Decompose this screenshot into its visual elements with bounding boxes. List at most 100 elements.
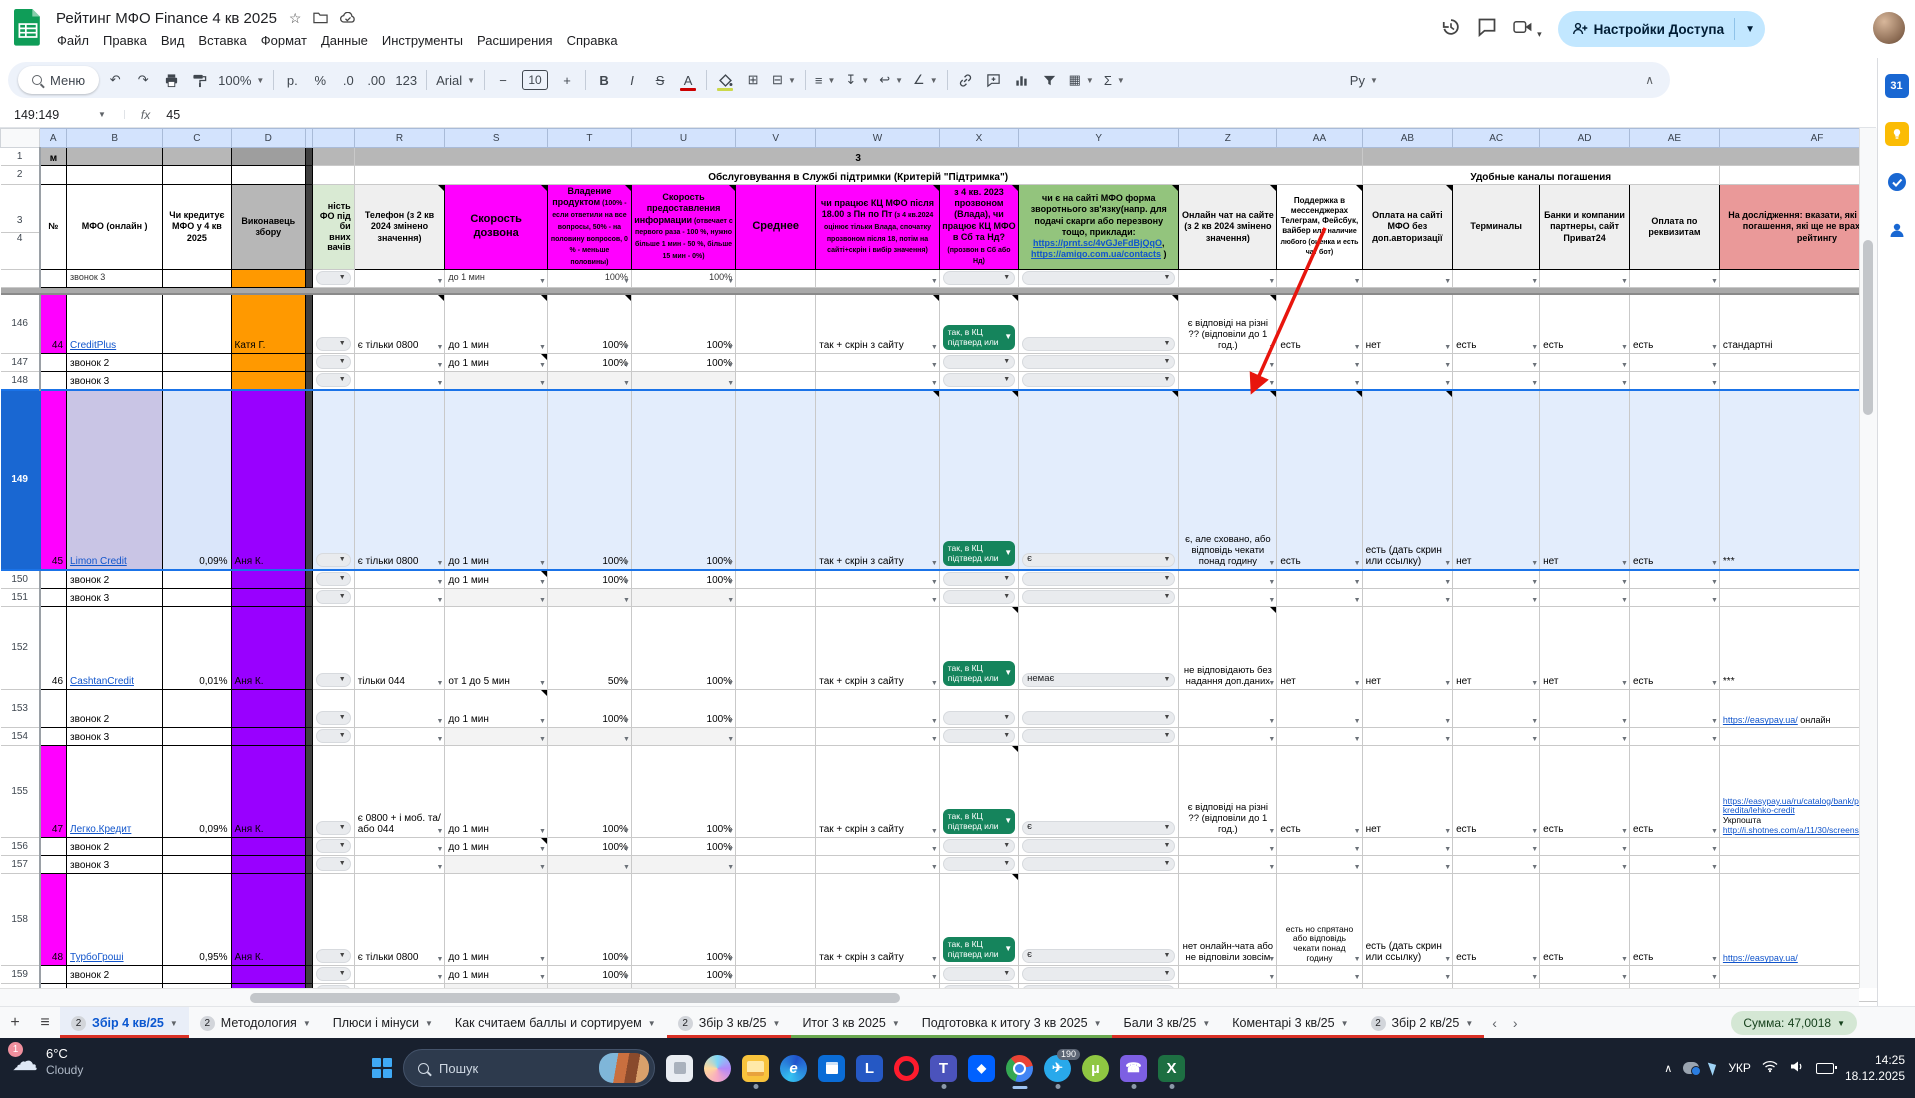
tab-caret-icon[interactable]: ▼	[647, 1018, 656, 1028]
cell-dropdown-icon[interactable]: ▼	[436, 735, 444, 743]
cell-link-Limon Credit[interactable]: Limon Credit	[70, 556, 127, 568]
cell-C148[interactable]	[162, 371, 232, 391]
cell-dropdown-icon[interactable]: ▼	[930, 277, 938, 285]
cell-X151[interactable]: ▼	[939, 588, 1020, 607]
cell-B151[interactable]: звонок 3	[66, 588, 164, 607]
cell-dropdown-icon[interactable]: ▼	[436, 863, 444, 871]
search-daily-image[interactable]	[599, 1053, 649, 1083]
cell-dropdown-icon[interactable]: ▼	[1268, 379, 1276, 387]
cell-AD159[interactable]: ▼	[1539, 965, 1630, 984]
cell-Z154[interactable]: ▼	[1178, 727, 1278, 746]
cell-Q155[interactable]: ▼	[312, 745, 355, 838]
dropdown-pill[interactable]: ▼	[1022, 354, 1176, 369]
dropdown-chip[interactable]: так, в КЦ підтверд или ▼	[942, 324, 1016, 350]
row-header-146[interactable]: 146	[0, 294, 41, 354]
cell-AB147[interactable]: ▼	[1362, 353, 1454, 372]
dropdown-pill[interactable]: ▼	[316, 966, 351, 981]
column-header-S[interactable]: S	[444, 128, 548, 148]
cell-AE145[interactable]: ▼	[1629, 269, 1720, 288]
cell-R148[interactable]: ▼	[354, 371, 446, 391]
cell-D153[interactable]	[231, 689, 307, 728]
cell-dropdown-icon[interactable]: ▼	[1531, 827, 1539, 835]
cell-R153[interactable]: ▼	[354, 689, 446, 728]
dropdown-pill[interactable]: ▼	[942, 838, 1016, 853]
cell-AB150[interactable]: ▼	[1362, 569, 1454, 589]
cell-link-Легко.Кредит[interactable]: Легко.Кредит	[70, 824, 132, 836]
cell-dropdown-icon[interactable]: ▼	[1353, 361, 1361, 369]
cell-T149[interactable]: 100% ▼	[547, 388, 632, 571]
cell-C151[interactable]	[162, 588, 232, 607]
cell-Y146[interactable]: ▼	[1018, 294, 1180, 354]
dropdown-pill[interactable]: ▼	[316, 948, 351, 963]
cell-B159[interactable]: звонок 2	[66, 965, 164, 984]
column-header-V[interactable]: V	[735, 128, 817, 148]
cell-X157[interactable]: ▼	[939, 855, 1020, 874]
cell-W149[interactable]: так + скрін з сайту ▼	[815, 388, 940, 571]
cell-U151[interactable]: ▼	[631, 588, 737, 607]
cell-A147[interactable]	[39, 353, 68, 372]
cell-B149[interactable]: Limon Credit	[66, 388, 164, 571]
cell-dropdown-icon[interactable]: ▼	[1710, 559, 1718, 567]
cell-T147[interactable]: 100% ▼	[547, 353, 632, 372]
row-header-158[interactable]: 158	[0, 873, 41, 966]
cell-AA159[interactable]: ▼	[1276, 965, 1363, 984]
cell-dropdown-icon[interactable]: ▼	[538, 845, 546, 853]
cell-dropdown-icon[interactable]: ▼	[1444, 845, 1452, 853]
dropdown-pill[interactable]: ▼	[316, 270, 351, 285]
cell-dropdown-icon[interactable]: ▼	[1531, 973, 1539, 981]
cell-AE153[interactable]: ▼	[1629, 689, 1720, 728]
dropdown-pill[interactable]: ▼	[316, 838, 351, 853]
cell-dropdown-icon[interactable]: ▼	[1444, 379, 1452, 387]
l-app-icon[interactable]: L	[856, 1054, 883, 1082]
row-header-147[interactable]: 147	[0, 353, 41, 372]
cell-AA158[interactable]: есть но спрятано або відповідь чекати по…	[1276, 873, 1363, 966]
cell-dropdown-icon[interactable]: ▼	[1353, 559, 1361, 567]
cell-A153[interactable]	[39, 689, 68, 728]
cell-dropdown-icon[interactable]: ▼	[538, 596, 546, 604]
cell-X147[interactable]: ▼	[939, 353, 1020, 372]
cell-A155[interactable]: 47	[39, 745, 68, 838]
cell-dropdown-icon[interactable]: ▼	[1531, 361, 1539, 369]
menu-Данные[interactable]: Данные	[320, 33, 368, 48]
cell-link-CreditPlus[interactable]: CreditPlus	[70, 340, 117, 352]
cell-dropdown-icon[interactable]: ▼	[1353, 379, 1361, 387]
menu-Расширения[interactable]: Расширения	[476, 33, 553, 48]
cell-B145[interactable]: звонок 3	[66, 269, 164, 288]
cell-D145[interactable]	[231, 269, 307, 288]
cell-D2[interactable]	[231, 165, 307, 185]
cell-dropdown-icon[interactable]: ▼	[1444, 717, 1452, 725]
cell-C154[interactable]	[162, 727, 232, 746]
weather-widget[interactable]: ☁ 1 6°C Cloudy	[8, 1042, 83, 1077]
cell-dropdown-icon[interactable]: ▼	[1268, 735, 1276, 743]
cell-dropdown-icon[interactable]: ▼	[930, 845, 938, 853]
cell-C156[interactable]	[162, 837, 232, 856]
cell-Dhdr[interactable]: Виконавець збору	[231, 184, 307, 270]
cell-dropdown-icon[interactable]: ▼	[1710, 863, 1718, 871]
cell-U148[interactable]: ▼	[631, 371, 737, 391]
cell-Qhdr[interactable]: ність ФО під би вних вачів	[312, 184, 355, 270]
cell-R145[interactable]: ▼	[354, 269, 446, 288]
cell-Vhdr[interactable]: Среднее	[735, 184, 817, 270]
cell-dropdown-icon[interactable]: ▼	[727, 343, 735, 351]
cell-U152[interactable]: 100% ▼	[631, 606, 737, 690]
cell-Y158[interactable]: є ▼	[1018, 873, 1180, 966]
cell-B147[interactable]: звонок 2	[66, 353, 164, 372]
cell-W146[interactable]: так + скрін з сайту ▼	[815, 294, 940, 354]
cell-Y156[interactable]: ▼	[1018, 837, 1180, 856]
cell-A157[interactable]	[39, 855, 68, 874]
cell-C153[interactable]	[162, 689, 232, 728]
cell-AE146[interactable]: есть ▼	[1629, 294, 1720, 354]
cell-dropdown-icon[interactable]: ▼	[623, 596, 630, 604]
cell-AB155[interactable]: нет ▼	[1362, 745, 1454, 838]
cell-dropdown-icon[interactable]: ▼	[1444, 827, 1452, 835]
cell-AA145[interactable]: ▼	[1276, 269, 1363, 288]
cell-Z152[interactable]: не відповідають без надання доп.даних ▼	[1178, 606, 1278, 690]
cell-Q157[interactable]: ▼	[312, 855, 355, 874]
horizontal-align-button[interactable]: ≡ ▼	[814, 72, 836, 88]
cell-dropdown-icon[interactable]: ▼	[1268, 596, 1276, 604]
cell-Z158[interactable]: нет онлайн-чата або не відповіли зовсім ▼	[1178, 873, 1278, 966]
start-button[interactable]	[372, 1058, 392, 1078]
cell-dropdown-icon[interactable]: ▼	[623, 863, 630, 871]
dropdown-pill[interactable]: ▼	[942, 710, 1016, 725]
cell-AA149[interactable]: есть ▼	[1276, 388, 1363, 571]
